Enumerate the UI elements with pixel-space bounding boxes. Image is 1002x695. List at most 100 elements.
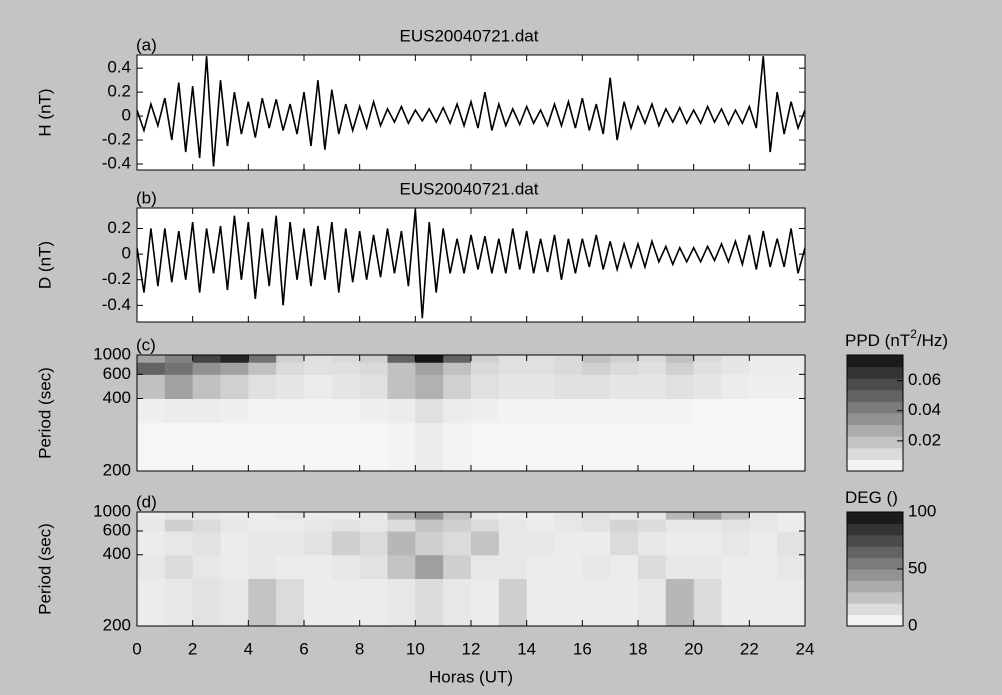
heat-cell <box>777 512 805 520</box>
heat-cell <box>220 362 249 375</box>
heat-cell <box>526 362 555 375</box>
heat-cell <box>582 519 611 532</box>
y-tick-label: 400 <box>103 544 131 563</box>
heat-cell <box>749 554 778 579</box>
heat-cell <box>164 578 194 626</box>
heat-cell <box>276 512 305 520</box>
heat-cell <box>248 374 277 399</box>
heat-cell <box>665 578 695 626</box>
heat-cell <box>304 519 333 532</box>
heat-cell <box>387 519 416 532</box>
heat-cell <box>220 374 249 399</box>
heat-cell <box>443 398 472 424</box>
heat-cell <box>192 578 221 626</box>
colorbar-title-sup: 2 <box>910 327 917 341</box>
colorbar-step <box>847 389 903 402</box>
heat-cell <box>137 578 166 626</box>
heat-cell <box>192 531 221 556</box>
heat-cell <box>665 512 695 520</box>
heat-cell <box>526 374 555 399</box>
heat-cell <box>443 512 472 520</box>
heat-cell <box>721 531 750 556</box>
heat-cell <box>777 374 805 399</box>
heat-cell <box>331 398 361 424</box>
heat-cell <box>610 398 639 424</box>
colorbar-tick-label: 0 <box>908 615 917 634</box>
heat-cell <box>220 398 249 424</box>
heat-cell <box>582 422 611 471</box>
plot-content <box>137 209 805 319</box>
heat-cell <box>554 512 583 520</box>
y-axis-label: Period (sec) <box>35 367 54 459</box>
heat-cell <box>331 519 361 532</box>
heat-cell <box>721 355 750 363</box>
heat-cell <box>693 374 722 399</box>
heat-cell <box>304 398 333 424</box>
heat-cell <box>526 578 555 626</box>
heat-cell <box>331 512 361 520</box>
panel-label: (c) <box>136 335 156 354</box>
colorbar-step <box>847 580 903 593</box>
colorbar-step <box>847 557 903 570</box>
heat-cell <box>693 519 722 532</box>
heat-cell <box>777 519 805 532</box>
panel-label: (a) <box>136 35 157 54</box>
heat-cell <box>721 554 750 579</box>
heat-cell <box>610 578 639 626</box>
heat-cell <box>554 531 583 556</box>
heat-cell <box>471 362 500 375</box>
heat-cell <box>443 578 472 626</box>
heat-cell <box>498 398 528 424</box>
panel-label: (b) <box>136 188 157 207</box>
heat-cell <box>721 422 750 471</box>
colorbar-step <box>847 401 903 414</box>
heat-cell <box>471 519 500 532</box>
heat-cell <box>526 422 555 471</box>
heat-cell <box>777 554 805 579</box>
plot-area <box>137 208 805 322</box>
heat-cell <box>777 355 805 363</box>
colorbar-step <box>847 523 903 536</box>
heat-cell <box>304 554 333 579</box>
plot-area <box>137 55 805 170</box>
colorbar-title: PPD (nT2/Hz) <box>845 327 948 350</box>
heat-cell <box>443 519 472 532</box>
x-tick-label: 4 <box>244 639 253 658</box>
heat-cell <box>359 398 388 424</box>
heat-cell <box>359 519 388 532</box>
heat-cell <box>721 362 750 375</box>
heat-cell <box>638 362 667 375</box>
colorbar-step <box>847 614 903 627</box>
colorbar-step <box>847 459 903 472</box>
heat-cell <box>471 531 500 556</box>
heat-cell <box>471 374 500 399</box>
heat-cell <box>777 578 805 626</box>
heat-cell <box>610 554 639 579</box>
x-tick-label: 16 <box>573 639 592 658</box>
y-tick-label: -0.4 <box>102 295 131 314</box>
heat-cell <box>582 398 611 424</box>
heat-cell <box>220 512 249 520</box>
heat-cell <box>498 512 528 520</box>
heat-cell <box>304 355 333 363</box>
heat-cell <box>331 355 361 363</box>
heat-cell <box>665 531 695 556</box>
heat-cell <box>304 531 333 556</box>
heat-cell <box>331 531 361 556</box>
signal-line <box>137 209 805 319</box>
heat-cell <box>693 531 722 556</box>
heat-cell <box>610 531 639 556</box>
heat-cell <box>137 374 166 399</box>
heat-cell <box>443 422 472 471</box>
heat-cell <box>220 519 249 532</box>
heat-cell <box>164 362 194 375</box>
heat-cell <box>638 554 667 579</box>
heat-cell <box>721 512 750 520</box>
heat-cell <box>610 374 639 399</box>
heat-cell <box>749 422 778 471</box>
heat-cell <box>192 554 221 579</box>
colorbar-step <box>847 603 903 616</box>
heat-cell <box>137 398 166 424</box>
signal-line <box>137 56 805 167</box>
